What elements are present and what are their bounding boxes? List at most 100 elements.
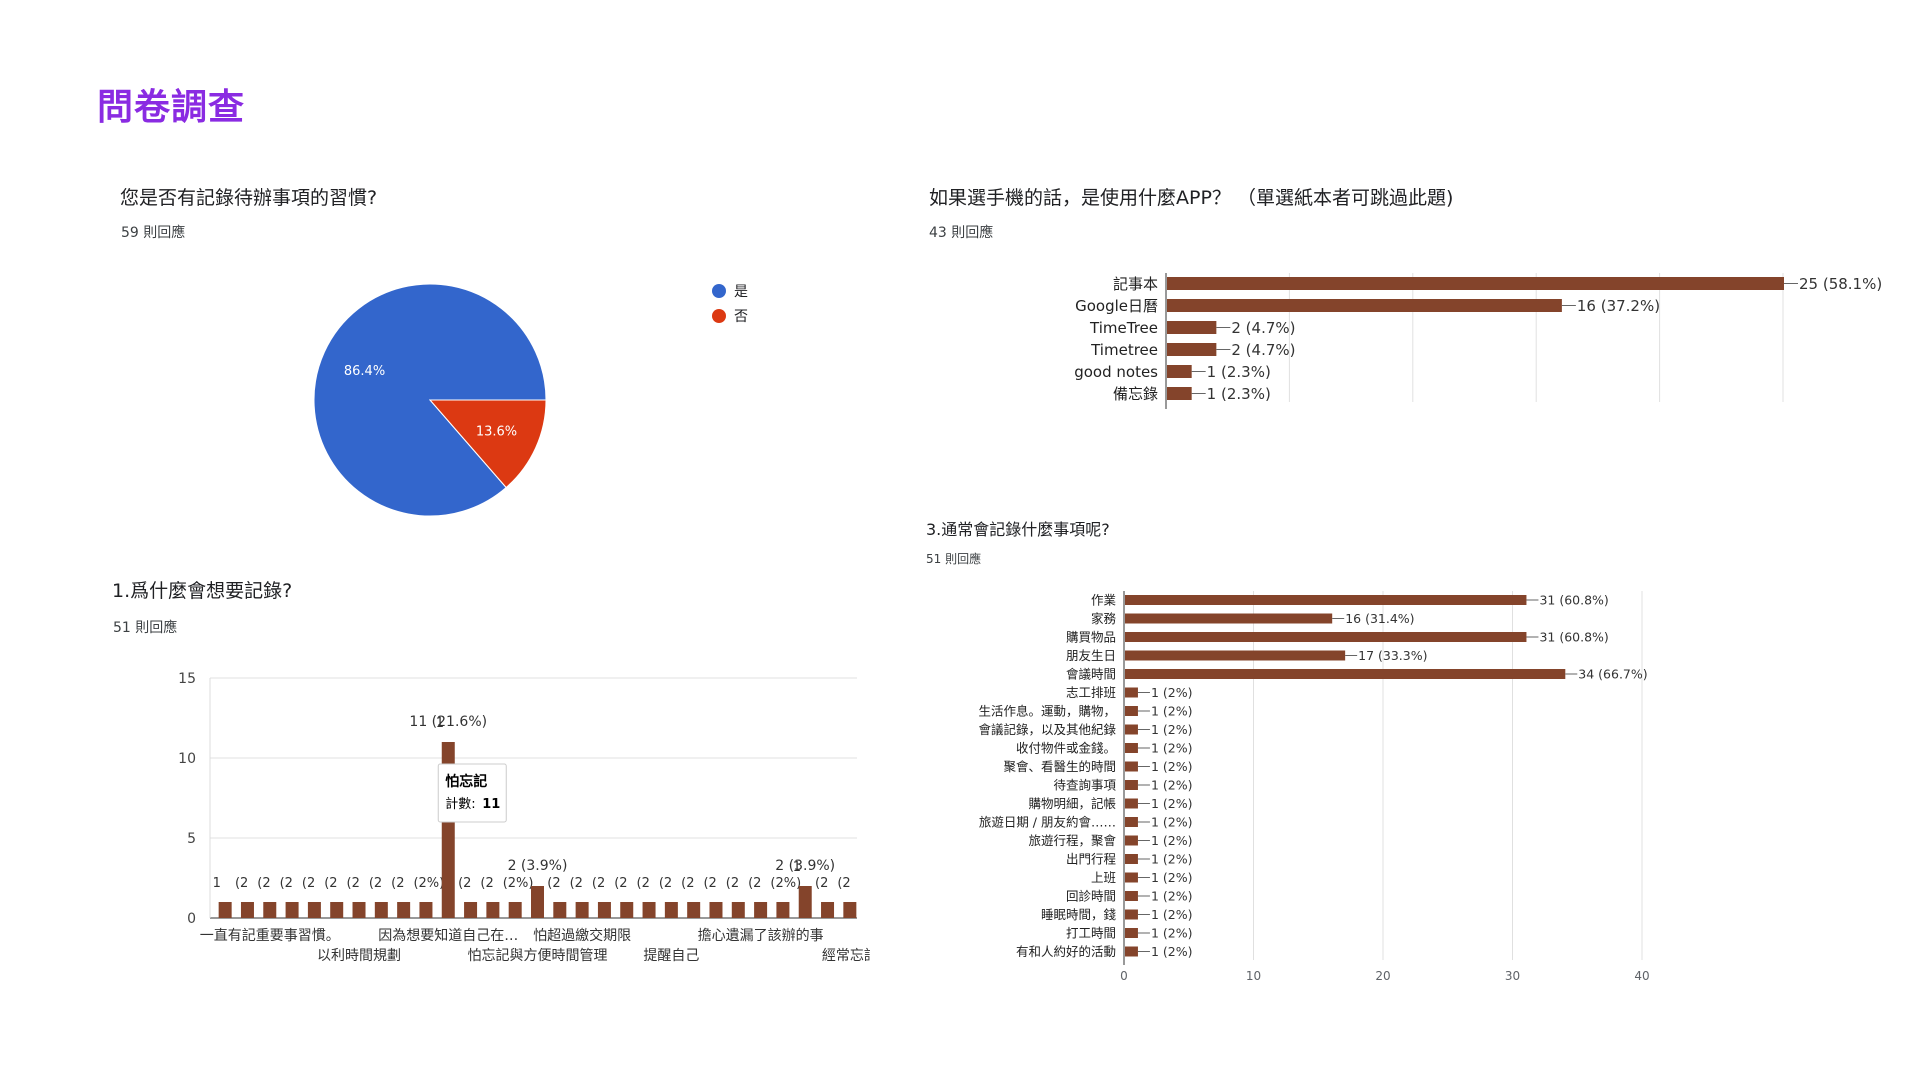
bar-highlight-label: 2 (3.9%) xyxy=(775,858,835,874)
bar xyxy=(754,902,768,918)
bar-value-label: (2 xyxy=(458,876,471,891)
bar-value-label: (2 xyxy=(592,876,605,891)
x-tick-label: 怕超過繳交期限 xyxy=(533,927,631,944)
bar-value-label: (2 xyxy=(726,876,739,891)
category-label: 旅遊日期 / 朋友約會…… xyxy=(979,815,1116,830)
bar xyxy=(1125,743,1138,753)
bar-value-label: (2 xyxy=(570,876,583,891)
bar xyxy=(1125,946,1138,957)
legend-swatch-yes xyxy=(712,283,726,298)
bar-value-label: (2 xyxy=(637,876,650,891)
bar xyxy=(1125,650,1346,661)
category-label: Timetree xyxy=(1090,341,1158,359)
bar-value-label: (2 xyxy=(748,876,761,891)
x-tick-label: 30 xyxy=(1505,969,1520,983)
data-label: 2 (4.7%) xyxy=(1231,319,1295,337)
bar xyxy=(1125,872,1138,883)
data-label: 25 (58.1%) xyxy=(1799,275,1882,293)
bar xyxy=(731,902,745,918)
legend-swatch-no xyxy=(712,308,726,323)
bar xyxy=(1125,817,1138,827)
category-label: 收付物件或金錢。 xyxy=(1016,741,1116,756)
legend-item-no[interactable]: 否 xyxy=(712,303,748,328)
bar-value-label: (2 xyxy=(391,876,404,891)
bar xyxy=(1167,343,1217,356)
bar xyxy=(575,902,589,918)
data-label: 1 (2%) xyxy=(1151,870,1193,885)
bar-value-label: 1 xyxy=(436,716,444,731)
bar xyxy=(1125,706,1138,716)
bar-value-label: (2 xyxy=(302,876,315,891)
category-label: 生活作息。運動，購物， xyxy=(978,704,1116,719)
pie-slice-1 xyxy=(428,399,547,489)
bar-value-label: (2 xyxy=(257,876,270,891)
bar-value-label: (2 xyxy=(280,876,293,891)
data-label: 1 (2%) xyxy=(1151,722,1193,737)
x-tick-label: 40 xyxy=(1634,969,1649,983)
category-label: 記事本 xyxy=(1113,275,1158,293)
data-label: 31 (60.8%) xyxy=(1539,593,1608,608)
category-label: 家務 xyxy=(1091,611,1117,626)
category-label: 睡眠時間，錢 xyxy=(1041,907,1117,922)
category-label: 出門行程 xyxy=(1066,852,1117,867)
bar-value-label: (2%) xyxy=(503,876,534,891)
category-label: 有和人約好的活動 xyxy=(1016,944,1116,959)
category-label: Google日曆 xyxy=(1075,297,1158,315)
app-response-count: 43 則回應 xyxy=(929,225,994,241)
bar xyxy=(1125,724,1138,735)
bar xyxy=(285,902,299,918)
bar xyxy=(1125,669,1566,679)
bar-highlight-label: 2 (3.9%) xyxy=(508,858,568,874)
bar xyxy=(798,886,812,918)
tooltip-box xyxy=(437,763,507,823)
bar xyxy=(1125,854,1138,864)
tooltip-title: 怕忘記 xyxy=(445,773,487,790)
pie-legend: 是 否 xyxy=(712,278,748,328)
legend-item-yes[interactable]: 是 xyxy=(712,278,748,303)
category-label: 志工排班 xyxy=(1066,685,1116,700)
bar xyxy=(1125,891,1138,901)
category-label: 作業 xyxy=(1091,593,1117,608)
bar xyxy=(1125,835,1138,846)
y-tick-label: 15 xyxy=(178,671,196,687)
bar xyxy=(553,902,567,918)
bar xyxy=(1125,595,1527,605)
legend-label-no: 否 xyxy=(734,308,748,325)
bar xyxy=(486,902,500,918)
bar-value-label: (2 xyxy=(815,876,828,891)
bar xyxy=(597,902,611,918)
pie-slice-label-0: 86.4% xyxy=(344,364,385,379)
bar-value-label: (2 xyxy=(547,876,560,891)
app-question-title: 如果選手機的話，是使用什麼APP？ （單選紙本者可跳過此題) xyxy=(929,187,1454,209)
bar xyxy=(1125,909,1138,920)
x-tick-label: 以利時間規劃 xyxy=(317,948,401,964)
items-question-title: 3.通常會記錄什麼事項呢? xyxy=(926,520,1110,539)
bar-value-label: (2 xyxy=(659,876,672,891)
bar-value-label: (2 xyxy=(369,876,382,891)
bar-value-label: (2%) xyxy=(770,876,801,891)
bar xyxy=(240,902,254,918)
pie-chart: 86.4% 13.6% xyxy=(313,283,547,517)
data-label: 1 (2%) xyxy=(1151,685,1193,700)
bar xyxy=(620,902,634,918)
data-label: 16 (37.2%) xyxy=(1577,297,1660,315)
bar xyxy=(263,902,277,918)
bar-value-label: 1 xyxy=(793,860,801,875)
data-label: 16 (31.4%) xyxy=(1345,611,1414,626)
bar xyxy=(419,902,433,918)
y-tick-label: 5 xyxy=(187,831,196,847)
data-label: 2 (4.7%) xyxy=(1231,341,1295,359)
category-label: 備忘錄 xyxy=(1113,385,1158,403)
bar-value-label: (2 xyxy=(235,876,248,891)
bar-highlight-label: 11 (21.6%) xyxy=(409,714,487,730)
bar-value-label: (2 xyxy=(480,876,493,891)
bar-value-label: 1 xyxy=(213,876,221,891)
bar-value-label: (2 xyxy=(324,876,337,891)
bar xyxy=(352,902,366,918)
bar xyxy=(1167,321,1217,334)
reason-question-title: 1.爲什麼會想要記錄? xyxy=(112,580,293,602)
bar-value-label: (2 xyxy=(681,876,694,891)
bar xyxy=(508,902,522,918)
